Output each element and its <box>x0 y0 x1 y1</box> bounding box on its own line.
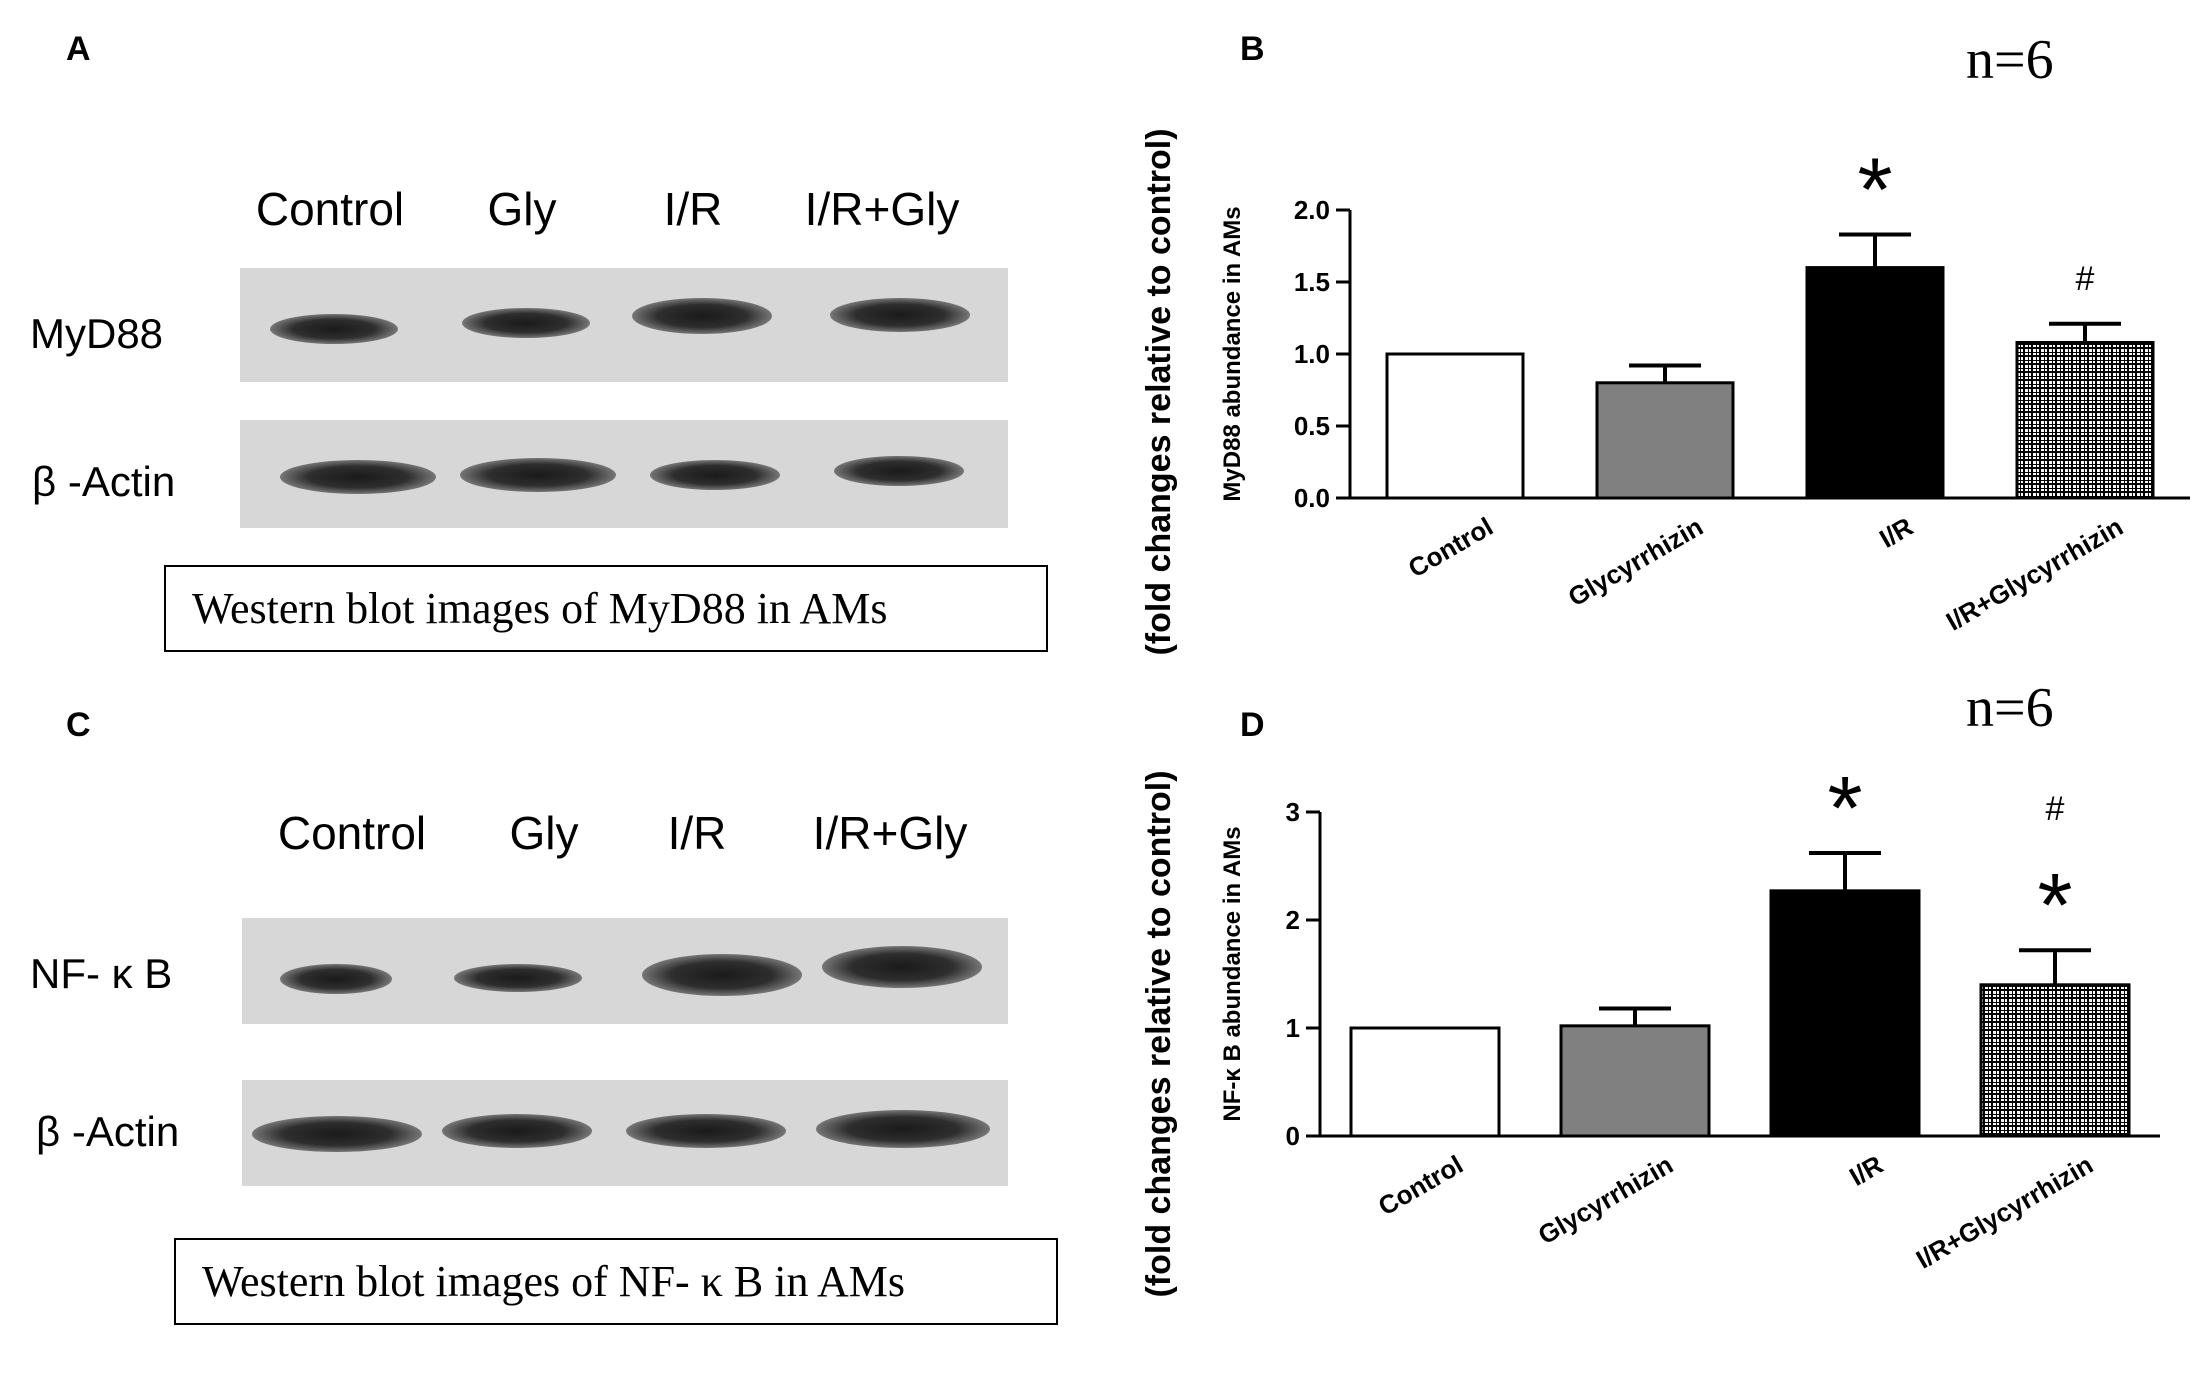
bar-i-r <box>1805 266 1945 500</box>
y-tick-label: 1.5 <box>1294 267 1330 297</box>
x-tick-label: Glycyrrhizin <box>1533 1149 1678 1250</box>
row-label-actin-c: β -Actin <box>36 1108 180 1155</box>
blot-band <box>462 308 590 338</box>
lane-label-ir: I/R <box>663 183 723 235</box>
y-axis-label-inner: NF-κ B abundance in AMs <box>1219 826 1246 1121</box>
y-axis-label-outer: (fold changes relative to control) <box>1140 770 1178 1297</box>
bar-i-r-glycyrrhizin <box>1979 983 2131 1138</box>
blot-band <box>632 298 772 334</box>
blot-band <box>280 460 436 494</box>
sample-size-label-b: n=6 <box>1966 29 2054 91</box>
blot-image-myd88 <box>240 268 1008 382</box>
lane-label-gly: Gly <box>509 807 579 859</box>
significance-star: * <box>1857 140 1892 240</box>
blot-image-actin-c <box>242 1080 1008 1186</box>
bar-control <box>1385 352 1525 500</box>
blot-band <box>442 1114 592 1148</box>
row-label-nfkb: NF- κ B <box>30 950 173 997</box>
y-axis-label-outer: (fold changes relative to control) <box>1140 128 1178 655</box>
significance-star: * <box>1827 759 1862 859</box>
row-label-myd88: MyD88 <box>30 310 164 357</box>
y-tick-label: 0.0 <box>1294 483 1330 513</box>
blot-band <box>650 460 780 490</box>
x-tick-label: I/R <box>1874 511 1918 554</box>
blot-band <box>830 298 970 332</box>
panel-letter-b: B <box>1240 30 1265 68</box>
caption-text-a: Western blot images of MyD88 in AMs <box>192 584 888 633</box>
lane-label-control: Control <box>255 183 405 235</box>
x-tick-label: I/R+Glycyrrhizin <box>1911 1149 2098 1274</box>
blot-band <box>280 964 392 994</box>
lane-label-ir-gly: I/R+Gly <box>804 183 960 235</box>
blot-band <box>626 1114 786 1148</box>
panel-letter-d: D <box>1240 706 1265 744</box>
x-tick-label: I/R+Glycyrrhizin <box>1941 511 2128 636</box>
y-axis-label-inner: MyD88 abundance in AMs <box>1219 206 1246 501</box>
row-label-actin-a: β -Actin <box>32 458 176 505</box>
blot-band <box>454 964 582 992</box>
y-tick-label: 1 <box>1286 1013 1300 1043</box>
blot-band <box>270 314 398 344</box>
y-tick-label: 2 <box>1286 905 1300 935</box>
blot-image-nfkb <box>242 918 1008 1024</box>
blot-band <box>642 954 802 996</box>
bar-chart-myd88: 0.0 0.5 1.0 1.5 2.0 Control Glycyrrhizin I/R * I/… <box>1140 128 2190 656</box>
bar-i-r-glycyrrhizin <box>2015 340 2155 500</box>
significance-star: * <box>2037 856 2072 956</box>
lane-label-ir: I/R <box>667 807 727 859</box>
blot-image-actin-a <box>240 420 1008 528</box>
caption-text-c: Western blot images of NF- κ B in AMs <box>202 1257 906 1306</box>
caption-box-c: Western blot images of NF- κ B in AMs <box>174 1238 1058 1325</box>
lane-label-ir-gly: I/R+Gly <box>812 807 968 859</box>
y-tick-label: 0 <box>1286 1121 1300 1151</box>
y-tick-label: 3 <box>1286 797 1300 827</box>
blot-band <box>252 1116 422 1152</box>
bar-glycyrrhizin <box>1595 381 1735 500</box>
y-tick-label: 2.0 <box>1294 195 1330 225</box>
blot-band <box>834 456 964 486</box>
bar-chart-nfkb: 0 1 2 3 Control Glycyrrhizin I/R * I/R+Glycyrrhi… <box>1140 759 2160 1298</box>
sample-size-label-d: n=6 <box>1966 677 2054 739</box>
x-tick-label: I/R <box>1844 1149 1888 1192</box>
bar-i-r <box>1769 889 1921 1138</box>
y-tick-label: 0.5 <box>1294 411 1330 441</box>
caption-box-a: Western blot images of MyD88 in AMs <box>164 565 1048 652</box>
significance-hash: # <box>2046 790 2065 828</box>
blot-band <box>460 458 616 492</box>
x-tick-label: Control <box>1373 1149 1468 1221</box>
lane-label-gly: Gly <box>487 183 557 235</box>
lane-label-control: Control <box>277 807 427 859</box>
x-tick-label: Glycyrrhizin <box>1563 511 1708 612</box>
bar-control <box>1349 1026 1501 1138</box>
y-tick-label: 1.0 <box>1294 339 1330 369</box>
x-tick-label: Control <box>1403 511 1498 583</box>
significance-hash: # <box>2076 260 2095 298</box>
panel-letter-c: C <box>66 706 91 744</box>
blot-band <box>822 946 982 988</box>
panel-letter-a: A <box>66 30 91 68</box>
blot-band <box>816 1110 990 1148</box>
bar-glycyrrhizin <box>1559 1024 1711 1138</box>
